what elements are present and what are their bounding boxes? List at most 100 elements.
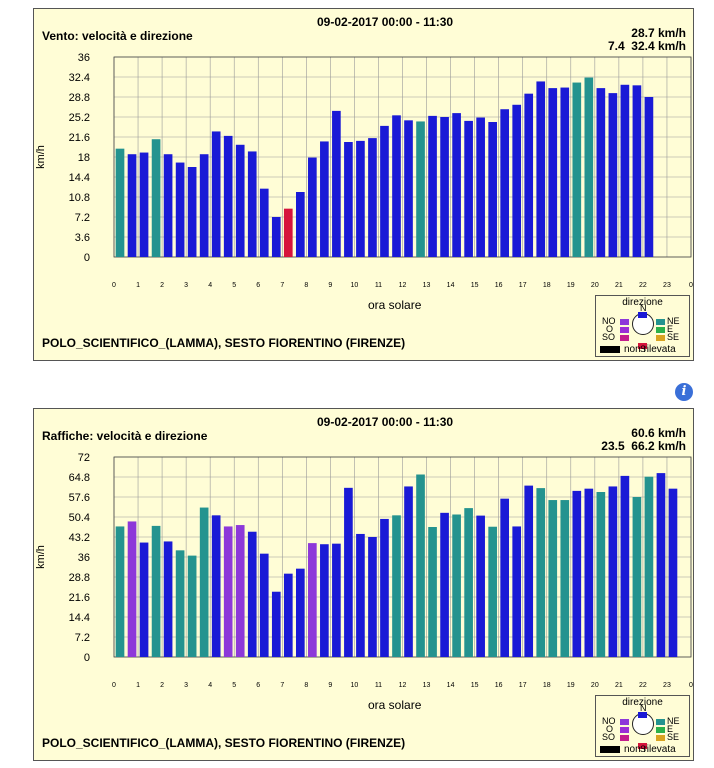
x-tick-label: 8 <box>304 682 308 689</box>
y-tick-label: 7.2 <box>75 632 90 644</box>
x-tick-label: 7 <box>280 682 284 689</box>
legend-swatch-e <box>656 727 665 733</box>
bar <box>332 543 341 657</box>
bar <box>404 486 413 657</box>
y-tick-label: 14.4 <box>69 612 90 624</box>
wind-chart-panel: 0 3.6 7.2 10.8 14.4 18 21.6 25.2 28.8 32.4 36 0 1 2 3 4… <box>33 8 694 361</box>
bar <box>524 485 534 657</box>
x-tick-label: 23 <box>663 682 671 689</box>
x-tick-label: 11 <box>375 682 382 689</box>
legend-label-no: NO <box>602 316 616 326</box>
y-tick-label: 28.8 <box>69 572 90 584</box>
y-tick-label: 64.8 <box>69 472 90 484</box>
bar <box>524 93 534 258</box>
bar <box>199 154 209 257</box>
x-tick-label: 9 <box>328 282 332 289</box>
bar <box>151 139 161 257</box>
legend-label-non-rilevata: non rilevata <box>624 344 676 355</box>
legend-swatch-se <box>656 735 665 741</box>
x-tick-label: 16 <box>495 282 503 289</box>
x-tick-label: 8 <box>304 282 308 289</box>
bar <box>199 507 209 657</box>
y-tick-label: 0 <box>84 252 90 264</box>
x-tick-label: 15 <box>471 682 479 689</box>
y-tick-label: 0 <box>84 652 90 664</box>
bar <box>271 591 281 657</box>
y-tick-label: 21.6 <box>69 132 90 144</box>
direction-legend: direzione N NE E SE S SO O NO non rilevata <box>595 695 690 757</box>
x-tick-label: 22 <box>639 282 647 289</box>
legend-label-se: SE <box>667 732 680 742</box>
bar <box>247 151 257 257</box>
chart-title: Vento: velocità e direzione <box>42 29 193 43</box>
legend-label-o: O <box>606 724 614 734</box>
x-tick-label: 21 <box>615 282 623 289</box>
bar <box>644 97 654 257</box>
x-tick-label: 4 <box>208 282 212 289</box>
bar <box>668 488 678 657</box>
bar <box>115 148 125 257</box>
x-axis-label: ora solare <box>368 698 422 712</box>
legend-label-o: O <box>606 324 614 334</box>
bar <box>488 122 497 257</box>
bar <box>512 526 522 657</box>
bar <box>163 154 173 257</box>
legend-swatch-o <box>620 327 629 333</box>
x-tick-label: 10 <box>351 282 359 289</box>
x-tick-label: 23 <box>663 282 671 289</box>
bar <box>127 154 137 257</box>
x-tick-label: 5 <box>232 682 236 689</box>
x-tick-label: 10 <box>351 682 359 689</box>
y-axis-label: km/h <box>35 145 47 169</box>
legend-swatch-n <box>638 312 647 318</box>
legend-swatch-ne <box>656 719 665 725</box>
x-tick-label: 9 <box>328 682 332 689</box>
info-icon[interactable]: i <box>675 383 693 401</box>
legend-label-so: SO <box>602 332 616 342</box>
legend-label-s: S <box>640 344 647 354</box>
chart-title: Raffiche: velocità e direzione <box>42 429 208 443</box>
bar <box>416 121 425 257</box>
bar <box>416 474 425 657</box>
bar <box>392 515 401 657</box>
station-name: POLO_SCIENTIFICO_(LAMMA), SESTO FIORENTI… <box>42 336 406 350</box>
bar <box>428 527 437 657</box>
legend-swatch-non-rilevata <box>600 346 620 353</box>
bar <box>235 144 245 257</box>
bar <box>259 553 269 657</box>
x-tick-label: 15 <box>471 282 479 289</box>
bar <box>656 473 666 657</box>
x-tick-label: 18 <box>543 682 551 689</box>
bar <box>308 157 317 257</box>
x-tick-label: 17 <box>519 682 527 689</box>
bar <box>295 192 305 257</box>
y-tick-label: 28.8 <box>69 92 90 104</box>
bar <box>476 117 485 257</box>
bar <box>187 167 197 257</box>
bar <box>440 117 449 257</box>
bar <box>223 135 233 257</box>
legend-swatch-o <box>620 727 629 733</box>
bar <box>476 515 485 657</box>
legend-swatch-so <box>620 735 629 741</box>
x-tick-label: 14 <box>447 282 455 289</box>
legend-label-non-rilevata: non rilevata <box>624 744 676 755</box>
x-tick-label: 0 <box>689 282 693 289</box>
bar <box>175 550 185 657</box>
x-tick-label: 20 <box>591 282 599 289</box>
bar <box>464 508 473 657</box>
legend-label-ne: NE <box>667 316 680 326</box>
bar <box>596 88 606 257</box>
y-tick-label: 32.4 <box>69 72 90 84</box>
legend-label-no: NO <box>602 716 616 726</box>
legend-label-so: SO <box>602 732 616 742</box>
bar <box>151 525 161 657</box>
legend-title: direzione <box>622 697 663 708</box>
bar <box>392 115 401 257</box>
bar <box>452 514 461 657</box>
x-tick-label: 6 <box>256 282 260 289</box>
legend-swatch-se <box>656 335 665 341</box>
legend-swatch-non-rilevata <box>600 746 620 753</box>
bar <box>127 521 137 657</box>
direction-legend: direzione N NE E SE S SO O NO non rilevata <box>595 295 690 357</box>
